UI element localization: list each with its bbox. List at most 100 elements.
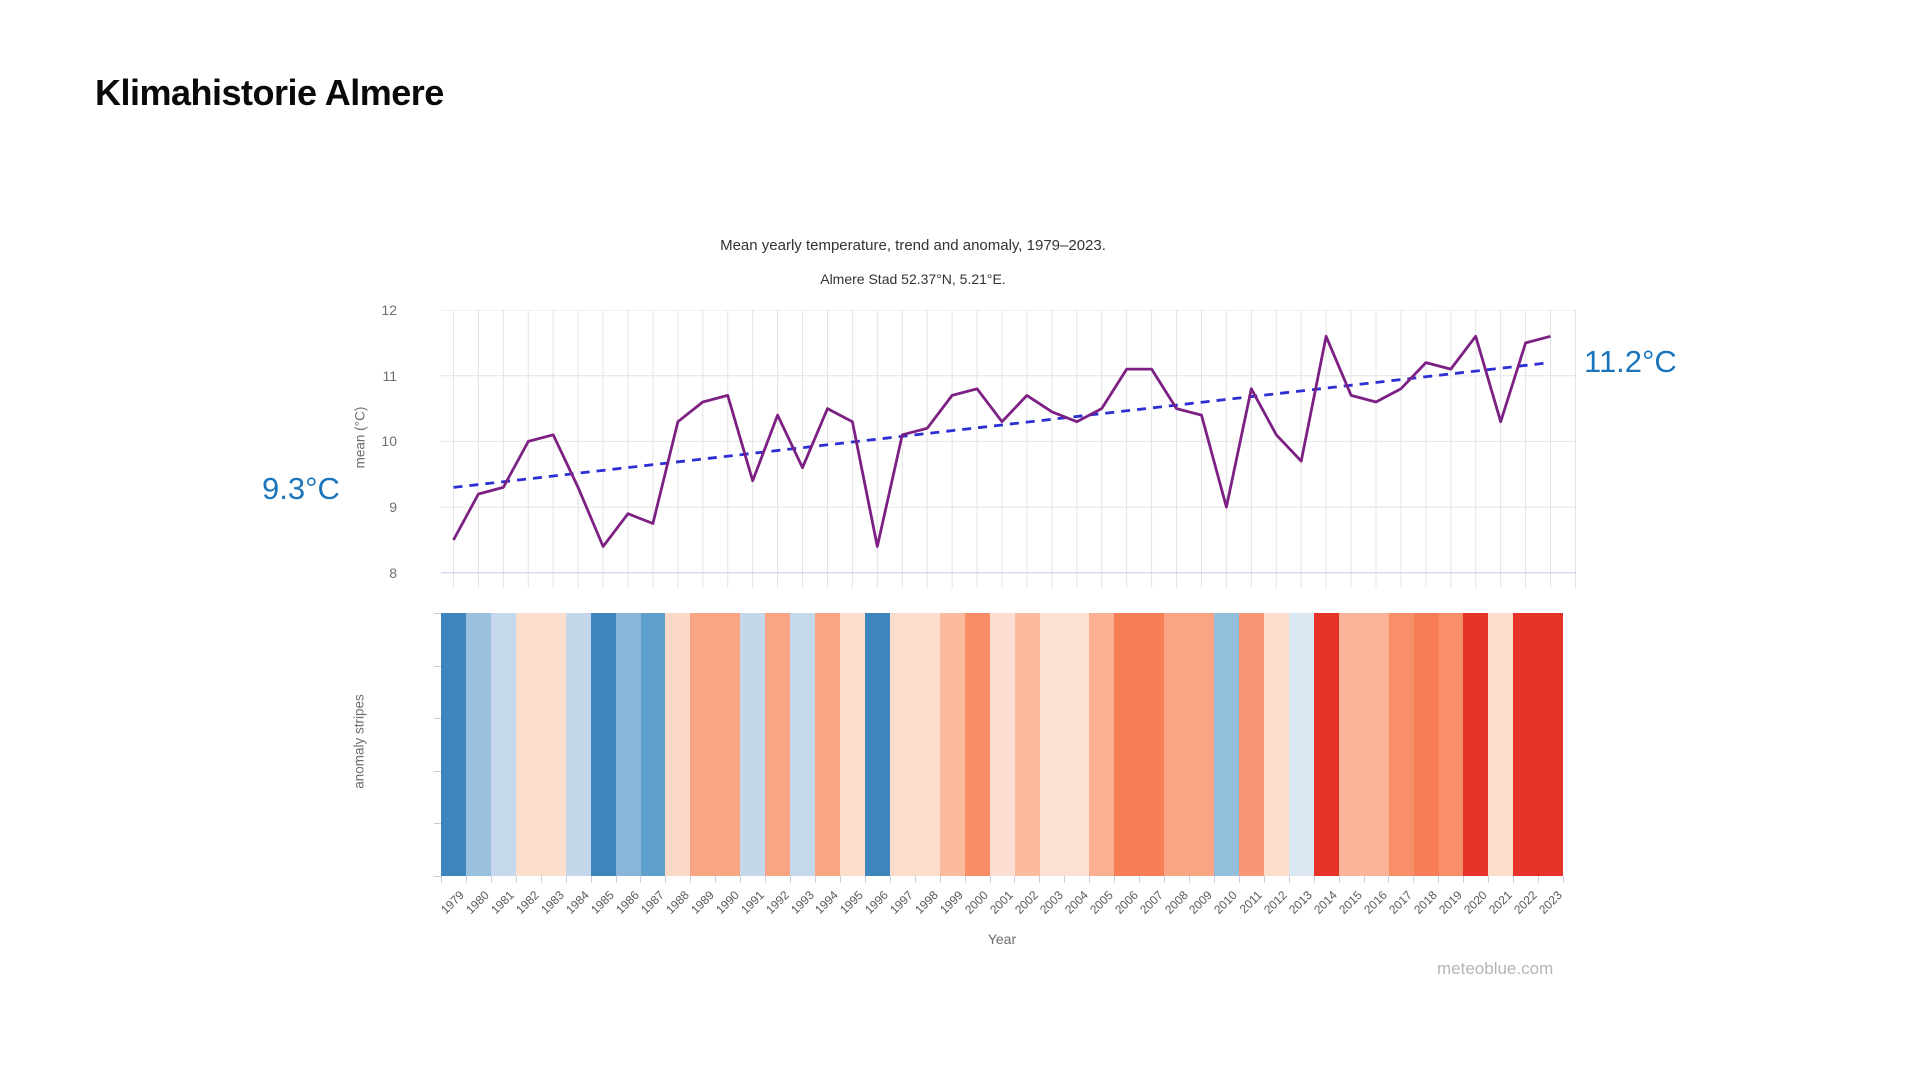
- anomaly-stripe-2012: [1263, 613, 1289, 876]
- stripes-bottom-tick: [1064, 876, 1066, 883]
- y-tick-label: 12: [381, 302, 397, 318]
- stripes-left-tick: [434, 665, 441, 667]
- stripes-bottom-tick: [1538, 876, 1540, 883]
- stripes-bottom-tick: [1313, 876, 1315, 883]
- stripes-bottom-tick: [565, 876, 567, 883]
- stripes-bottom-tick: [1139, 876, 1141, 883]
- page-title: Klimahistorie Almere: [95, 72, 444, 113]
- stripes-bottom-tick: [765, 876, 767, 883]
- stripes-bottom-tick: [715, 876, 717, 883]
- trend-start-label: 9.3°C: [262, 471, 340, 506]
- stripes-bottom-tick: [441, 876, 442, 883]
- anomaly-stripe-2023: [1538, 613, 1564, 876]
- anomaly-stripe-2014: [1313, 613, 1339, 876]
- stripes-bottom-tick: [964, 876, 966, 883]
- anomaly-stripe-2006: [1114, 613, 1140, 876]
- stripes-left-tick: [434, 770, 441, 772]
- anomaly-stripe-1989: [690, 613, 716, 876]
- mean-temperature-line: [452, 334, 1551, 548]
- anomaly-stripe-2010: [1214, 613, 1239, 876]
- anomaly-stripe-2016: [1363, 613, 1389, 876]
- chart-subtitle: Almere Stad 52.37°N, 5.21°E.: [820, 271, 1006, 287]
- anomaly-stripe-1999: [939, 613, 965, 876]
- anomaly-stripe-1998: [914, 613, 940, 876]
- anomaly-stripe-1985: [590, 613, 616, 876]
- anomaly-stripe-1990: [715, 613, 741, 876]
- stripes-bottom-tick: [1039, 876, 1041, 883]
- anomaly-stripe-1996: [864, 613, 890, 876]
- stripes-bottom-tick: [1488, 876, 1490, 883]
- line-chart-y-axis-title: mean (°C): [352, 406, 368, 469]
- stripes-bottom-tick: [1014, 876, 1016, 883]
- stripes-bottom-tick: [1263, 876, 1265, 883]
- anomaly-stripe-1997: [889, 613, 915, 876]
- anomaly-stripe-2013: [1288, 613, 1314, 876]
- y-tick-label: 8: [389, 564, 397, 581]
- stripes-bottom-tick: [939, 876, 941, 883]
- anomaly-stripe-2000: [964, 613, 990, 876]
- anomaly-stripe-2005: [1089, 613, 1115, 876]
- anomaly-stripe-1988: [665, 613, 691, 876]
- anomaly-stripes-plot: [441, 613, 1564, 876]
- anomaly-stripe-2022: [1513, 613, 1539, 876]
- anomaly-stripe-1995: [840, 613, 865, 876]
- line-chart-svg: [441, 309, 1576, 588]
- anomaly-stripe-2019: [1438, 613, 1464, 876]
- anomaly-stripe-2018: [1413, 613, 1439, 876]
- stripes-bottom-tick: [1114, 876, 1116, 883]
- anomaly-stripe-1987: [640, 613, 666, 876]
- trend-line: [453, 361, 1551, 489]
- stripes-bottom-tick: [1338, 876, 1340, 883]
- stripes-left-tick: [434, 718, 441, 720]
- stripes-bottom-tick: [465, 876, 467, 883]
- anomaly-stripe-2015: [1338, 613, 1364, 876]
- anomaly-stripe-1984: [565, 613, 591, 876]
- stripes-bottom-tick: [1213, 876, 1215, 883]
- anomaly-stripe-1982: [515, 613, 541, 876]
- stripes-bottom-tick: [1238, 876, 1240, 883]
- anomaly-stripe-2011: [1239, 613, 1264, 876]
- anomaly-stripe-2017: [1388, 613, 1414, 876]
- stripes-bottom-tick: [1288, 876, 1290, 883]
- stripes-bottom-tick: [1189, 876, 1190, 883]
- line-chart-plot-area: [441, 309, 1576, 588]
- anomaly-stripe-2021: [1488, 613, 1514, 876]
- stripes-bottom-tick: [1388, 876, 1390, 883]
- stripes-left-tick: [434, 613, 441, 614]
- anomaly-stripe-2004: [1064, 613, 1090, 876]
- stripes-bottom-tick: [615, 876, 617, 883]
- trend-end-label: 11.2°C: [1584, 344, 1677, 379]
- stripes-bottom-tick: [740, 876, 742, 883]
- anomaly-stripe-1983: [540, 613, 566, 876]
- anomaly-stripe-2007: [1139, 613, 1165, 876]
- stripes-bottom-tick: [839, 876, 841, 883]
- anomaly-stripe-1993: [790, 613, 816, 876]
- stripes-bottom-tick: [515, 876, 517, 883]
- anomaly-stripe-1992: [765, 613, 791, 876]
- anomaly-stripe-2003: [1039, 613, 1065, 876]
- anomaly-stripe-2009: [1189, 613, 1215, 876]
- anomaly-stripe-2008: [1164, 613, 1190, 876]
- y-tick-label: 9: [389, 499, 397, 516]
- anomaly-stripe-1980: [465, 613, 491, 876]
- anomaly-stripe-2001: [989, 613, 1015, 876]
- stripes-bottom-tick: [590, 876, 592, 883]
- stripes-bottom-tick: [889, 876, 891, 883]
- x-axis-title: Year: [987, 931, 1017, 947]
- anomaly-stripe-2002: [1014, 613, 1040, 876]
- anomaly-stripe-1981: [490, 613, 516, 876]
- watermark-link[interactable]: meteoblue.com: [1437, 959, 1554, 978]
- anomaly-stripe-1991: [740, 613, 766, 876]
- anomaly-stripe-2020: [1463, 613, 1489, 876]
- stripes-bottom-tick: [640, 876, 642, 883]
- stripes-bottom-tick: [1513, 876, 1515, 883]
- y-tick-label: 10: [381, 433, 397, 450]
- stripes-left-tick: [434, 823, 441, 825]
- stripes-bottom-tick: [790, 876, 792, 883]
- stripes-y-axis-title: anomaly stripes: [351, 694, 367, 789]
- y-tick-label: 11: [382, 367, 397, 384]
- anomaly-stripe-1994: [815, 613, 840, 876]
- stripes-bottom-tick: [665, 876, 667, 883]
- stripes-bottom-tick: [914, 876, 916, 883]
- anomaly-stripe-1986: [615, 613, 641, 876]
